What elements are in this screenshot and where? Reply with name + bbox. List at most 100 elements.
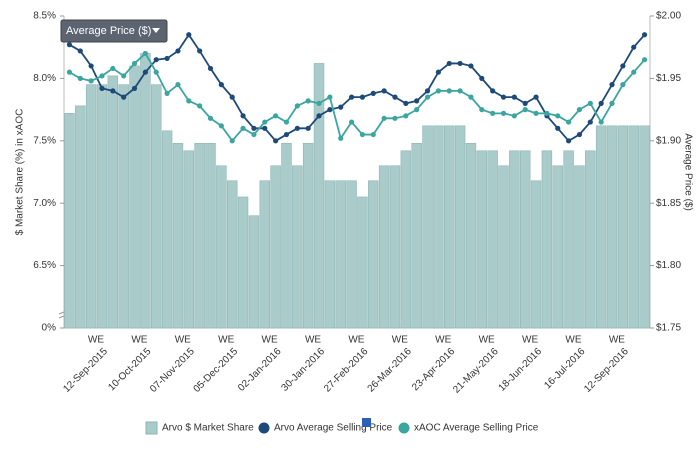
price-point — [446, 88, 452, 94]
price-point — [414, 98, 420, 104]
price-point — [424, 94, 431, 100]
price-point — [414, 107, 420, 113]
price-point — [587, 100, 593, 106]
dropdown-label[interactable]: Average Price ($) — [66, 25, 151, 37]
price-point — [424, 88, 431, 94]
bar — [140, 53, 151, 329]
bar — [509, 150, 520, 329]
bar — [183, 150, 195, 329]
dropdown[interactable]: Average Price ($) — [60, 19, 168, 43]
bar — [465, 142, 477, 329]
y2-tick-label: $1.80 — [656, 260, 681, 271]
price-point — [435, 69, 441, 75]
bar — [530, 180, 542, 329]
bar — [194, 142, 205, 329]
bar — [498, 165, 509, 329]
price-point — [142, 50, 148, 57]
bar — [259, 180, 270, 329]
bar — [237, 196, 249, 329]
x-tick-prefix: WE — [435, 335, 451, 346]
x-tick-label: 23-Apr-2016 — [410, 346, 457, 393]
x-tick-prefix: WE — [131, 335, 147, 346]
y-axis-title: $ Market Share (%) in xAOC — [15, 109, 26, 236]
price-point — [544, 110, 550, 116]
x-tick-label: 18-Jun-2016 — [497, 346, 545, 394]
price-point — [587, 119, 593, 125]
bar — [389, 165, 401, 329]
bar — [313, 63, 325, 329]
bar — [411, 142, 422, 329]
price-point — [381, 115, 387, 121]
bar — [552, 165, 563, 329]
price-point — [121, 73, 127, 79]
price-point — [576, 107, 583, 113]
bar — [324, 180, 336, 329]
price-point — [533, 94, 539, 100]
price-point — [66, 42, 73, 48]
price-point — [576, 131, 583, 138]
price-point — [131, 60, 138, 67]
y-tick-label: 6.5% — [33, 260, 56, 271]
x-tick-prefix: WE — [609, 335, 625, 346]
price-point — [598, 100, 604, 106]
price-point — [457, 60, 463, 67]
price-point — [229, 94, 235, 100]
price-point — [359, 94, 366, 100]
bar — [628, 125, 639, 329]
price-point — [283, 131, 290, 138]
price-point — [262, 125, 268, 131]
price-point — [598, 119, 604, 125]
price-point — [316, 113, 322, 119]
price-point — [99, 85, 105, 91]
bar — [585, 150, 596, 329]
legend-icon — [362, 418, 371, 427]
y2-tick-label: $2.00 — [656, 11, 681, 22]
legend-label: Arvo Average Selling Price — [274, 423, 393, 434]
price-point — [338, 135, 344, 141]
x-tick-label: 30-Jan-2016 — [280, 346, 328, 394]
bar — [75, 105, 86, 329]
bar — [172, 142, 184, 329]
price-point — [153, 57, 159, 63]
bar — [454, 125, 466, 329]
x-tick-label: 16-Jul-2016 — [542, 346, 587, 391]
price-point — [99, 73, 105, 79]
price-point — [218, 123, 224, 129]
price-point — [490, 110, 496, 116]
price-point — [392, 115, 398, 121]
price-point — [164, 55, 170, 62]
legend-marker — [258, 422, 270, 434]
x-tick-prefix: WE — [262, 335, 278, 346]
bar — [639, 125, 650, 329]
price-point — [273, 138, 279, 144]
price-point — [522, 100, 528, 106]
dropdown-button[interactable] — [60, 19, 168, 43]
bar — [346, 180, 357, 329]
y-tick-label: 8.0% — [33, 73, 56, 84]
price-point — [566, 119, 572, 125]
price-point — [555, 125, 561, 131]
price-point — [435, 88, 441, 94]
price-point — [251, 131, 257, 138]
price-point — [77, 75, 83, 81]
dropdown-arrow[interactable] — [152, 28, 160, 33]
price-point — [403, 113, 409, 119]
price-point — [348, 94, 355, 100]
price-point — [511, 94, 517, 100]
price-point — [468, 63, 474, 69]
price-point — [511, 113, 517, 119]
bar — [302, 142, 314, 329]
bar — [422, 125, 433, 329]
x-tick-label: 02-Jan-2016 — [236, 346, 284, 394]
price-point — [197, 48, 203, 54]
price-point — [609, 100, 615, 106]
price-point — [240, 125, 246, 131]
y-tick-label: 0% — [42, 323, 57, 334]
price-point — [283, 119, 290, 125]
price-point — [500, 110, 507, 116]
price-point — [533, 110, 539, 116]
price-point — [294, 103, 300, 109]
x-tick-label: 27-Feb-2016 — [322, 346, 371, 395]
price-point — [446, 60, 452, 67]
